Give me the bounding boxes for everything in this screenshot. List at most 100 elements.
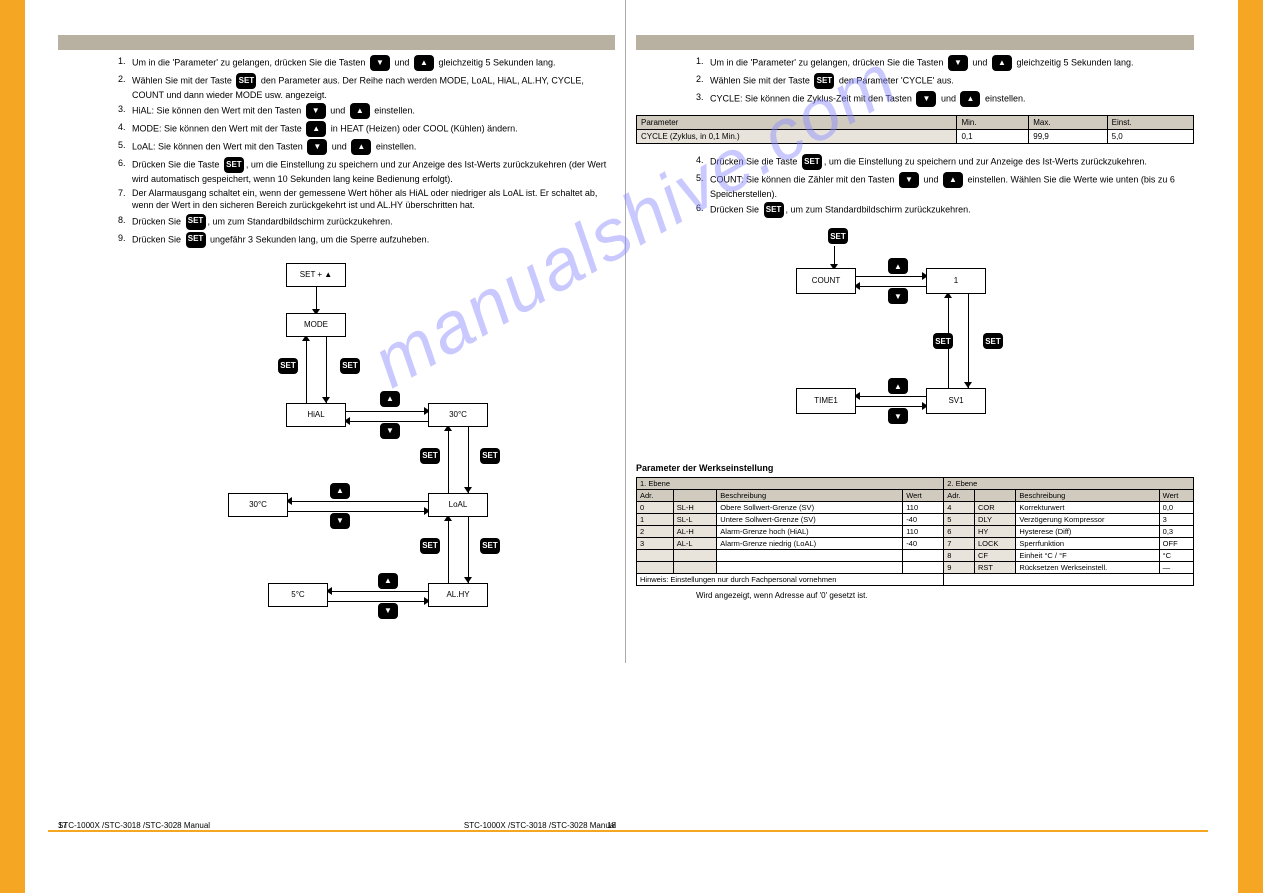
step-text: Drücken Sie SET ungefähr 3 Sekunden lang… <box>132 232 615 248</box>
flowchart-left: SET ▲ SET SET ▲ ▼ SET SET <box>178 263 518 653</box>
up-icon: ▲ <box>888 378 908 394</box>
set-icon: SET <box>828 228 848 244</box>
flow-node: TIME1 <box>796 388 856 414</box>
step-number: 9. <box>118 232 132 244</box>
footer-title: STC-1000X /STC-3018 /STC-3028 Manual <box>58 821 210 830</box>
flow-node: 1 <box>926 268 986 294</box>
page-footer: STC-1000X /STC-3018 /STC-3028 Manual 18 <box>58 821 616 830</box>
step-text: Wählen Sie mit der Taste SET den Paramet… <box>132 73 615 101</box>
set-icon: SET <box>933 333 953 349</box>
step-number: 3. <box>118 103 132 115</box>
flowchart-right: SET ▲ ▼ SET SET ▲ ▼ COUNT 1 SV1 TIME1 <box>726 228 1126 448</box>
step-number: 2. <box>118 73 132 85</box>
step-text: Um in die 'Parameter' zu gelangen, drück… <box>710 55 1194 71</box>
flow-node: 30°C <box>228 493 288 517</box>
key-icon: SET <box>802 154 822 170</box>
set-icon: SET <box>278 358 298 374</box>
step-text: LoAL: Sie können den Wert mit den Tasten… <box>132 139 615 155</box>
step-number: 6. <box>696 202 710 214</box>
step-number: 3. <box>696 91 710 103</box>
flow-node: AL.HY <box>428 583 488 607</box>
instruction-list: 1.Um in die 'Parameter' zu gelangen, drü… <box>118 55 615 248</box>
step-text: CYCLE: Sie können die Zyklus-Zeit mit de… <box>710 91 1194 107</box>
section-bar <box>636 35 1194 50</box>
step-number: 8. <box>118 214 132 226</box>
key-icon: ▲ <box>306 121 326 137</box>
footer-rule <box>48 830 1208 832</box>
flow-node: LoAL <box>428 493 488 517</box>
cycle-table: ParameterMin.Max.Einst.CYCLE (Zyklus, in… <box>636 115 1194 144</box>
factory-settings-title: Parameter der Werkseinstellung <box>636 463 1194 473</box>
key-icon: SET <box>186 214 206 230</box>
key-icon: SET <box>186 232 206 248</box>
flow-node: SET + ▲ <box>286 263 346 287</box>
right-page: 1.Um in die 'Parameter' zu gelangen, drü… <box>626 0 1204 602</box>
frame-left <box>0 0 25 893</box>
key-icon: ▲ <box>351 139 371 155</box>
set-icon: SET <box>480 538 500 554</box>
step-number: 7. <box>118 187 132 199</box>
set-icon: SET <box>420 538 440 554</box>
flow-node: 30°C <box>428 403 488 427</box>
instruction-list: 1.Um in die 'Parameter' zu gelangen, drü… <box>696 55 1194 107</box>
flow-node: SV1 <box>926 388 986 414</box>
step-text: Der Alarmausgang schaltet ein, wenn der … <box>132 187 615 211</box>
step-text: MODE: Sie können den Wert mit der Taste … <box>132 121 615 137</box>
key-icon: SET <box>224 157 244 173</box>
frame-right <box>1238 0 1263 893</box>
step-number: 4. <box>118 121 132 133</box>
key-icon: SET <box>764 202 784 218</box>
step-number: 1. <box>696 55 710 67</box>
key-icon: ▲ <box>350 103 370 119</box>
down-icon: ▼ <box>330 513 350 529</box>
flow-node: COUNT <box>796 268 856 294</box>
step-text: Drücken Sie die Taste SET, um die Einste… <box>710 154 1194 170</box>
page-number: 18 <box>607 821 616 830</box>
set-icon: SET <box>983 333 1003 349</box>
flow-node: 5°C <box>268 583 328 607</box>
key-icon: ▲ <box>992 55 1012 71</box>
down-icon: ▼ <box>888 408 908 424</box>
left-page: 1.Um in die 'Parameter' zu gelangen, drü… <box>48 0 626 663</box>
step-text: Um in die 'Parameter' zu gelangen, drück… <box>132 55 615 71</box>
key-icon: ▲ <box>414 55 434 71</box>
key-icon: ▼ <box>307 139 327 155</box>
section-bar <box>58 35 615 50</box>
step-text: Wählen Sie mit der Taste SET den Paramet… <box>710 73 1194 89</box>
key-icon: ▼ <box>916 91 936 107</box>
up-icon: ▲ <box>888 258 908 274</box>
up-icon: ▲ <box>330 483 350 499</box>
note-text: Wird angezeigt, wenn Adresse auf '0' ges… <box>696 591 1194 600</box>
down-icon: ▼ <box>888 288 908 304</box>
key-icon: ▲ <box>943 172 963 188</box>
step-text: Drücken Sie SET, um zum Standardbildschi… <box>710 202 1194 218</box>
step-text: Drücken Sie SET, um zum Standardbildschi… <box>132 214 615 230</box>
key-icon: SET <box>236 73 256 89</box>
set-icon: SET <box>480 448 500 464</box>
key-icon: ▼ <box>948 55 968 71</box>
step-number: 4. <box>696 154 710 166</box>
step-text: HiAL: Sie können den Wert mit den Tasten… <box>132 103 615 119</box>
key-icon: ▼ <box>370 55 390 71</box>
up-icon: ▲ <box>380 391 400 407</box>
set-icon: SET <box>420 448 440 464</box>
registers-table: 1. Ebene2. EbeneAdr.BeschreibungWertAdr.… <box>636 477 1194 586</box>
key-icon: ▲ <box>960 91 980 107</box>
down-icon: ▼ <box>378 603 398 619</box>
step-text: Drücken Sie die Taste SET, um die Einste… <box>132 157 615 185</box>
flow-node: HiAL <box>286 403 346 427</box>
key-icon: SET <box>814 73 834 89</box>
set-icon: SET <box>340 358 360 374</box>
instruction-list: 4.Drücken Sie die Taste SET, um die Eins… <box>696 154 1194 218</box>
key-icon: ▼ <box>899 172 919 188</box>
up-icon: ▲ <box>378 573 398 589</box>
step-text: COUNT: Sie können die Zähler mit den Tas… <box>710 172 1194 200</box>
down-icon: ▼ <box>380 423 400 439</box>
key-icon: ▼ <box>306 103 326 119</box>
step-number: 1. <box>118 55 132 67</box>
flow-node: MODE <box>286 313 346 337</box>
step-number: 6. <box>118 157 132 169</box>
step-number: 2. <box>696 73 710 85</box>
step-number: 5. <box>696 172 710 184</box>
step-number: 5. <box>118 139 132 151</box>
